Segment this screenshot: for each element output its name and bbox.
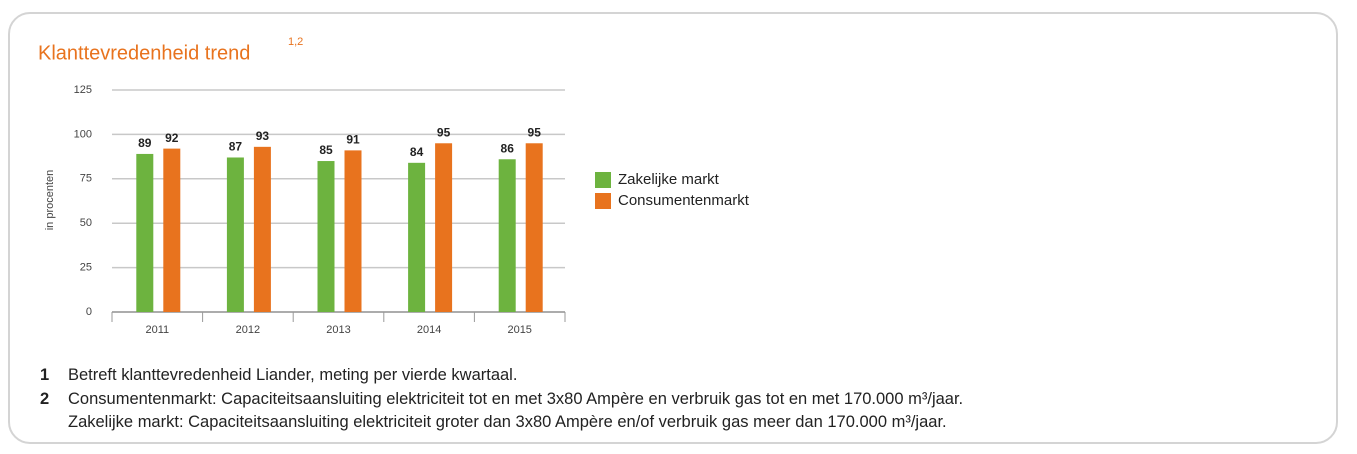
legend-swatch bbox=[595, 193, 611, 209]
bar bbox=[435, 143, 453, 312]
footnote: Zakelijke markt: Capaciteitsaansluiting … bbox=[40, 411, 963, 435]
chart: Klanttevredenheid trend 1,2 in procenten… bbox=[38, 36, 750, 336]
y-tick-label: 0 bbox=[86, 306, 92, 318]
footnote-text: Zakelijke markt: Capaciteitsaansluiting … bbox=[68, 413, 947, 431]
value-label: 95 bbox=[437, 125, 451, 139]
bar bbox=[253, 146, 271, 312]
y-tick-label: 25 bbox=[80, 262, 92, 274]
value-label: 86 bbox=[501, 141, 515, 155]
bar bbox=[136, 153, 154, 312]
footnotes: 1 Betreft klanttevredenheid Liander, meti… bbox=[40, 364, 963, 435]
footnote-text: Consumentenmarkt: Capaciteitsaansluiting… bbox=[68, 389, 964, 408]
bar bbox=[408, 162, 426, 312]
panel bbox=[8, 12, 1338, 444]
value-label: 87 bbox=[229, 140, 243, 154]
legend-label: Consumentenmarkt bbox=[618, 192, 750, 209]
footnote-number: 1 bbox=[40, 366, 50, 384]
bar bbox=[525, 143, 543, 312]
bar bbox=[163, 148, 181, 312]
value-label: 84 bbox=[410, 145, 424, 159]
footnote-number: 2 bbox=[40, 389, 50, 408]
y-tick-label: 100 bbox=[74, 128, 92, 140]
footnote: 1 Betreft klanttevredenheid Liander, meti… bbox=[40, 364, 963, 388]
bar bbox=[344, 150, 362, 312]
y-tick-label: 75 bbox=[80, 173, 92, 185]
bar bbox=[317, 161, 335, 312]
x-tick-label: 2011 bbox=[145, 324, 169, 336]
chart-title: Klanttevredenheid trend bbox=[38, 42, 250, 64]
footnote-text: Betreft klanttevredenheid Liander, metin… bbox=[68, 366, 518, 384]
title-note: 1,2 bbox=[288, 36, 303, 48]
bar bbox=[498, 159, 516, 312]
value-label: 93 bbox=[256, 129, 270, 143]
bar bbox=[226, 157, 244, 312]
footnote: 2 Consumentenmarkt: Capaciteitsaansluitin… bbox=[40, 388, 963, 412]
legend-label: Zakelijke markt bbox=[618, 171, 720, 188]
footnote-number bbox=[40, 411, 68, 435]
x-tick-label: 2014 bbox=[417, 324, 441, 336]
y-tick-label: 50 bbox=[80, 217, 92, 229]
y-axis-label: in procenten bbox=[44, 170, 56, 231]
value-label: 89 bbox=[138, 136, 152, 150]
value-label: 95 bbox=[528, 125, 542, 139]
x-tick-label: 2012 bbox=[236, 324, 260, 336]
x-tick-label: 2015 bbox=[507, 324, 531, 336]
legend-swatch bbox=[595, 172, 611, 188]
value-label: 91 bbox=[346, 133, 360, 147]
x-tick-label: 2013 bbox=[326, 324, 350, 336]
value-label: 85 bbox=[319, 143, 333, 157]
value-label: 92 bbox=[165, 131, 179, 145]
y-tick-label: 125 bbox=[74, 84, 92, 96]
